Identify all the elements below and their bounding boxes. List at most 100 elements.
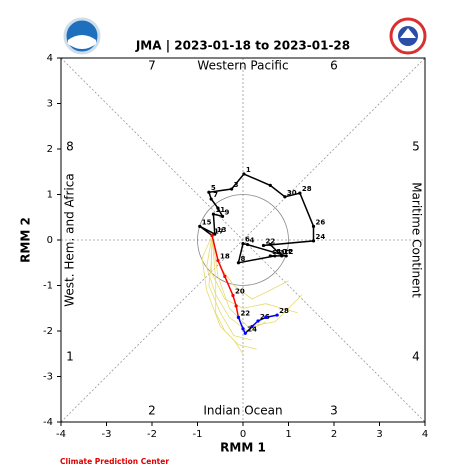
date-label: 8 [240, 255, 245, 263]
date-label: 9 [225, 208, 230, 216]
chart-title: JMA | 2023-01-18 to 2023-01-28 [135, 39, 350, 53]
ensemble-line [206, 235, 266, 332]
x-tick-label: -4 [56, 429, 66, 440]
y-tick-label: 4 [47, 53, 53, 64]
y-axis-label: RMM 2 [19, 217, 33, 263]
date-label: start [272, 248, 292, 256]
x-tick-label: -1 [193, 429, 203, 440]
x-axis-label: RMM 1 [220, 441, 266, 455]
point [275, 313, 279, 317]
date-label: 15 [202, 218, 212, 226]
region-label: Western Pacific [197, 59, 288, 73]
date-label: 7 [213, 191, 218, 199]
nws-logo [389, 17, 427, 55]
ensemble-line [211, 235, 244, 355]
point [273, 254, 277, 258]
date-label: 30 [287, 189, 297, 197]
x-tick-label: 1 [285, 429, 291, 440]
point [250, 324, 254, 329]
y-tick-label: -1 [43, 281, 53, 292]
y-tick-label: -2 [43, 326, 53, 337]
x-tick-label: 2 [331, 429, 337, 440]
phase-label: 8 [66, 140, 74, 154]
date-label: 1 [246, 166, 251, 174]
date-label: 13 [217, 226, 227, 234]
y-tick-label: 1 [47, 190, 53, 201]
point [231, 293, 235, 298]
point [220, 214, 225, 218]
date-label: 12 [284, 248, 294, 256]
date-label: 28 [279, 307, 289, 315]
trajectory [199, 173, 315, 264]
date-label: 4 [250, 237, 255, 245]
date-label: 28 [302, 185, 312, 193]
trajectory [211, 235, 240, 318]
point [223, 274, 227, 278]
date-label: 18 [220, 252, 230, 260]
point [210, 233, 214, 238]
date-label: 6 [245, 236, 250, 244]
point [209, 197, 213, 201]
region-label: West. Hem. and Africa [63, 173, 77, 306]
point [284, 254, 288, 258]
point [243, 331, 247, 335]
ensemble-line [201, 235, 257, 350]
phase-label: 5 [412, 140, 420, 154]
point [207, 190, 211, 194]
date-label: 11 [215, 206, 225, 214]
date-label: 26 [316, 218, 326, 226]
y-tick-label: 0 [47, 235, 53, 246]
point [311, 239, 316, 243]
noaa-logo [63, 17, 101, 55]
y-tick-label: -3 [43, 372, 53, 383]
point [213, 232, 217, 236]
x-tick-label: -3 [102, 429, 112, 440]
y-tick-label: 2 [47, 144, 53, 155]
phase-label: 1 [66, 350, 74, 364]
point [216, 258, 220, 263]
unit-circle [197, 194, 289, 286]
trajectory [237, 314, 278, 335]
point [216, 206, 220, 210]
date-label: 2 [288, 248, 293, 256]
point [236, 261, 241, 265]
point [298, 191, 302, 195]
region-label: Indian Ocean [203, 404, 282, 418]
point [261, 243, 266, 248]
date-label: 24 [316, 233, 326, 241]
point [241, 327, 245, 331]
phase-label: 6 [330, 59, 338, 73]
y-tick-label: -4 [43, 417, 53, 428]
date-label: 3 [234, 181, 239, 189]
date-label: 20 [235, 288, 245, 296]
point [234, 304, 238, 308]
point [198, 224, 202, 228]
footer: Climate Prediction Center [60, 457, 169, 466]
x-tick-label: 3 [376, 429, 382, 440]
point [242, 172, 246, 176]
point [311, 224, 316, 228]
point [256, 319, 260, 323]
point [241, 242, 245, 246]
x-tick-label: -2 [147, 429, 157, 440]
point [245, 242, 250, 247]
point [264, 315, 268, 319]
x-tick-label: 0 [240, 429, 246, 440]
point [268, 183, 272, 187]
point [283, 195, 287, 199]
date-label: 17 [214, 227, 224, 235]
y-tick-label: 3 [47, 99, 53, 110]
phase-label: 4 [412, 350, 420, 364]
region-label: Maritime Continent [410, 182, 424, 298]
point [280, 254, 284, 258]
x-tick-label: 4 [422, 429, 428, 440]
phase-label: 3 [330, 404, 338, 418]
ensemble-line [210, 235, 298, 314]
phase-label: 7 [148, 59, 156, 73]
date-label: 5 [211, 184, 216, 192]
point [268, 242, 272, 247]
date-label: 22 [265, 237, 275, 245]
date-label: 22 [240, 309, 250, 317]
date-label: 24 [247, 325, 257, 333]
